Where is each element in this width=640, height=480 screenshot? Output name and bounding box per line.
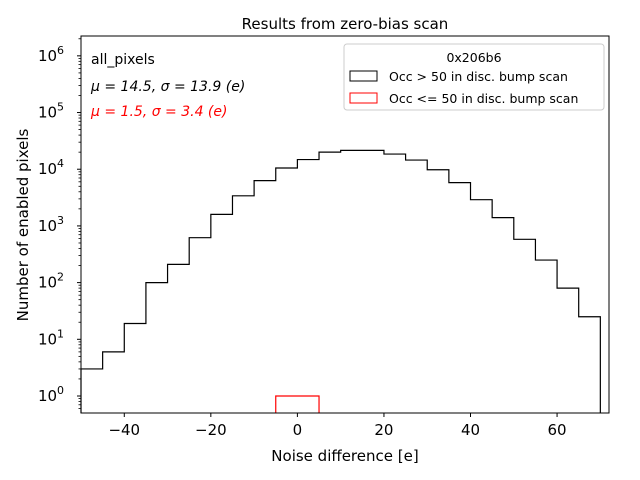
y-tick-label: 102 xyxy=(38,271,64,292)
plot-area xyxy=(80,35,610,414)
stats-black-sigma: σ = 13.9 (e) xyxy=(161,79,246,95)
x-axis: −40 −20 0 20 40 60 xyxy=(108,413,567,439)
legend: 0x206b6 Occ > 50 in disc. bump scan Occ … xyxy=(343,43,605,111)
x-tick-label: 60 xyxy=(548,421,567,439)
x-tick-label: −40 xyxy=(108,421,140,439)
x-tick-label: 0 xyxy=(293,421,303,439)
y-axis: 100 101 102 103 104 105 106 xyxy=(38,38,81,409)
stats-black: μ = 14.5, σ = 13.9 (e) xyxy=(90,79,245,95)
stats-red-mu: μ = 1.5, xyxy=(90,104,152,120)
y-tick-label: 100 xyxy=(38,384,64,405)
y-axis-label: Number of enabled pixels xyxy=(14,128,32,321)
legend-entry-2: Occ <= 50 in disc. bump scan xyxy=(389,91,578,106)
histogram-bars xyxy=(80,149,601,413)
y-tick-label: 104 xyxy=(38,157,64,178)
stats-red-sigma: σ = 3.4 (e) xyxy=(152,104,228,120)
y-tick-label: 105 xyxy=(38,101,64,122)
x-tick-label: −20 xyxy=(195,421,227,439)
legend-title: 0x206b6 xyxy=(446,50,501,65)
chart-title: Results from zero-bias scan xyxy=(242,15,449,33)
y-tick-label: 101 xyxy=(38,327,64,348)
stats-black-mu: μ = 14.5, xyxy=(90,79,161,95)
x-tick-label: 20 xyxy=(374,421,393,439)
group-label: all_pixels xyxy=(91,52,155,68)
x-tick-label: 40 xyxy=(461,421,480,439)
x-axis-label: Noise difference [e] xyxy=(271,447,418,465)
legend-entry-1: Occ > 50 in disc. bump scan xyxy=(389,69,568,84)
legend-swatch-black xyxy=(349,70,378,82)
histogram-series-2 xyxy=(275,395,320,413)
histogram-series-1 xyxy=(80,149,601,413)
y-tick-label: 106 xyxy=(38,44,64,65)
legend-box xyxy=(343,43,605,111)
y-tick-label: 103 xyxy=(38,214,64,235)
plot-frame xyxy=(80,35,610,414)
stats-red: μ = 1.5, σ = 3.4 (e) xyxy=(90,104,227,120)
legend-swatch-red xyxy=(349,92,378,104)
